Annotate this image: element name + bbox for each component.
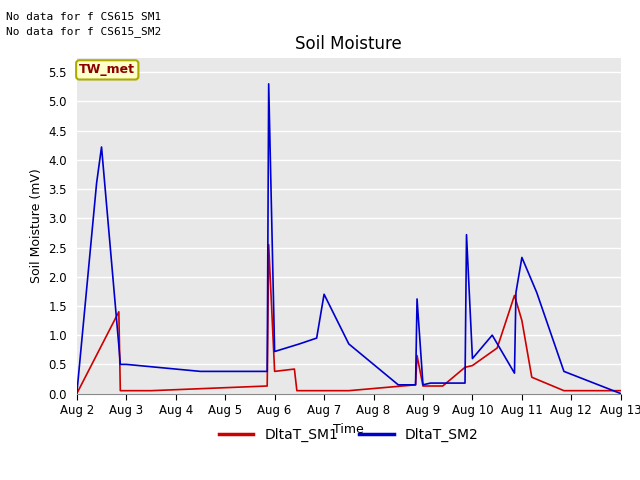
Text: No data for f CS615_SM2: No data for f CS615_SM2 (6, 26, 162, 37)
DltaT_SM1 (271, 369, 278, 374)
DltaT_SM2 (560, 369, 568, 374)
DltaT_SM2 (419, 382, 427, 388)
DltaT_SM1 (412, 382, 419, 388)
Legend: DltaT_SM1, DltaT_SM2: DltaT_SM1, DltaT_SM2 (213, 422, 484, 447)
DltaT_SM1 (264, 383, 271, 389)
Text: No data for f CS615 SM1: No data for f CS615 SM1 (6, 12, 162, 22)
DltaT_SM1 (73, 391, 81, 396)
DltaT_SM1 (461, 364, 469, 370)
DltaT_SM2 (264, 369, 271, 374)
DltaT_SM1 (617, 388, 625, 394)
DltaT_SM2 (413, 296, 421, 302)
DltaT_SM2 (93, 180, 100, 186)
DltaT_SM2 (320, 291, 328, 297)
DltaT_SM2 (122, 361, 130, 367)
Line: DltaT_SM1: DltaT_SM1 (77, 245, 621, 394)
DltaT_SM1 (468, 363, 476, 369)
DltaT_SM1 (413, 353, 421, 359)
DltaT_SM1 (313, 388, 321, 394)
DltaT_SM2 (461, 380, 469, 386)
DltaT_SM1 (511, 292, 518, 298)
DltaT_SM2 (617, 391, 625, 396)
DltaT_SM1 (291, 366, 298, 372)
DltaT_SM2 (412, 382, 419, 388)
DltaT_SM1 (147, 388, 155, 394)
DltaT_SM1 (439, 383, 447, 389)
Y-axis label: Soil Moisture (mV): Soil Moisture (mV) (30, 168, 43, 283)
DltaT_SM2 (394, 382, 402, 388)
DltaT_SM2 (345, 341, 353, 347)
DltaT_SM2 (265, 81, 273, 87)
DltaT_SM2 (271, 348, 278, 354)
DltaT_SM2 (73, 391, 81, 396)
Text: TW_met: TW_met (79, 63, 135, 76)
DltaT_SM2 (115, 343, 123, 348)
DltaT_SM1 (528, 374, 536, 380)
DltaT_SM2 (196, 369, 204, 374)
DltaT_SM2 (488, 332, 496, 338)
DltaT_SM1 (493, 345, 501, 351)
X-axis label: Time: Time (333, 422, 364, 435)
DltaT_SM1 (115, 309, 123, 315)
DltaT_SM2 (533, 289, 541, 295)
DltaT_SM2 (468, 356, 476, 361)
DltaT_SM1 (265, 242, 273, 248)
DltaT_SM2 (518, 254, 525, 260)
DltaT_SM1 (560, 388, 568, 394)
DltaT_SM2 (116, 361, 124, 367)
DltaT_SM1 (345, 388, 353, 394)
DltaT_SM2 (313, 335, 321, 341)
DltaT_SM2 (511, 370, 518, 376)
DltaT_SM1 (419, 383, 427, 389)
Line: DltaT_SM2: DltaT_SM2 (77, 84, 621, 394)
DltaT_SM1 (116, 388, 124, 394)
DltaT_SM2 (463, 232, 470, 238)
Title: Soil Moisture: Soil Moisture (296, 35, 402, 53)
DltaT_SM2 (296, 341, 303, 347)
DltaT_SM2 (98, 144, 106, 150)
DltaT_SM1 (293, 388, 301, 394)
DltaT_SM1 (518, 318, 525, 324)
DltaT_SM2 (426, 380, 434, 386)
DltaT_SM2 (512, 289, 520, 295)
